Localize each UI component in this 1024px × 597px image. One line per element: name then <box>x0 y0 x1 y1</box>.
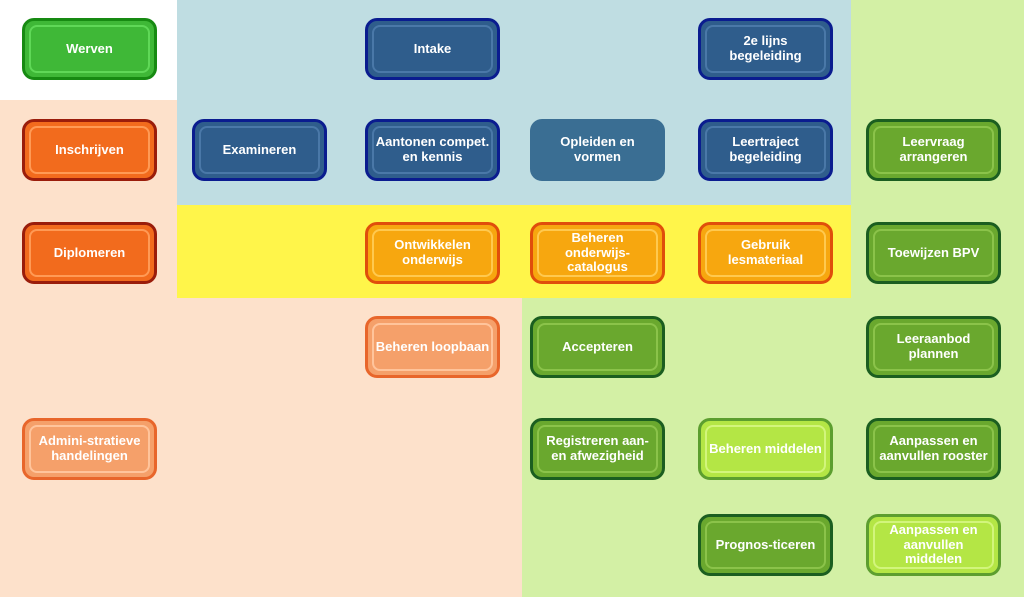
process-node: Ontwikkelen onderwijs <box>365 222 500 284</box>
process-node: Leertraject begeleiding <box>698 119 833 181</box>
node-label: Examineren <box>223 143 297 158</box>
process-node: Leervraag arrangeren <box>866 119 1001 181</box>
process-node: Registreren aan- en afwezigheid <box>530 418 665 480</box>
node-label: Werven <box>66 42 113 57</box>
node-label: Aanpassen en aanvullen middelen <box>875 523 992 568</box>
process-node: Toewijzen BPV <box>866 222 1001 284</box>
node-label: Aanpassen en aanvullen rooster <box>875 434 992 464</box>
process-node: Admini-stratieve handelingen <box>22 418 157 480</box>
node-label: Toewijzen BPV <box>888 246 980 261</box>
node-label: Leervraag arrangeren <box>875 135 992 165</box>
node-label: 2e lijns begeleiding <box>707 34 824 64</box>
node-label: Leeraanbod plannen <box>875 332 992 362</box>
node-label: Registreren aan- en afwezigheid <box>539 434 656 464</box>
process-node: 2e lijns begeleiding <box>698 18 833 80</box>
node-label: Admini-stratieve handelingen <box>31 434 148 464</box>
node-label: Beheren middelen <box>709 442 822 457</box>
node-label: Beheren loopbaan <box>376 340 489 355</box>
node-label: Beheren onderwijs-catalogus <box>539 231 656 276</box>
process-node: Accepteren <box>530 316 665 378</box>
node-label: Ontwikkelen onderwijs <box>374 238 491 268</box>
node-label: Aantonen compet. en kennis <box>374 135 491 165</box>
process-node: Aantonen compet. en kennis <box>365 119 500 181</box>
process-node: Beheren loopbaan <box>365 316 500 378</box>
process-node: Examineren <box>192 119 327 181</box>
process-node: Intake <box>365 18 500 80</box>
process-node: Werven <box>22 18 157 80</box>
process-node: Diplomeren <box>22 222 157 284</box>
process-node: Opleiden en vormen <box>530 119 665 181</box>
node-label: Opleiden en vormen <box>539 135 656 165</box>
node-label: Prognos-ticeren <box>716 538 816 553</box>
node-label: Accepteren <box>562 340 633 355</box>
node-label: Leertraject begeleiding <box>707 135 824 165</box>
process-node: Inschrijven <box>22 119 157 181</box>
node-label: Diplomeren <box>54 246 126 261</box>
process-node: Gebruik lesmateriaal <box>698 222 833 284</box>
node-label: Intake <box>414 42 452 57</box>
node-label: Inschrijven <box>55 143 124 158</box>
process-node: Beheren middelen <box>698 418 833 480</box>
region-bg-green-b <box>851 0 1024 597</box>
diagram-stage: Werven Intake 2e lijns begeleiding Inschrij… <box>0 0 1024 597</box>
process-node: Aanpassen en aanvullen middelen <box>866 514 1001 576</box>
process-node: Beheren onderwijs-catalogus <box>530 222 665 284</box>
process-node: Leeraanbod plannen <box>866 316 1001 378</box>
process-node: Aanpassen en aanvullen rooster <box>866 418 1001 480</box>
node-label: Gebruik lesmateriaal <box>707 238 824 268</box>
process-node: Prognos-ticeren <box>698 514 833 576</box>
